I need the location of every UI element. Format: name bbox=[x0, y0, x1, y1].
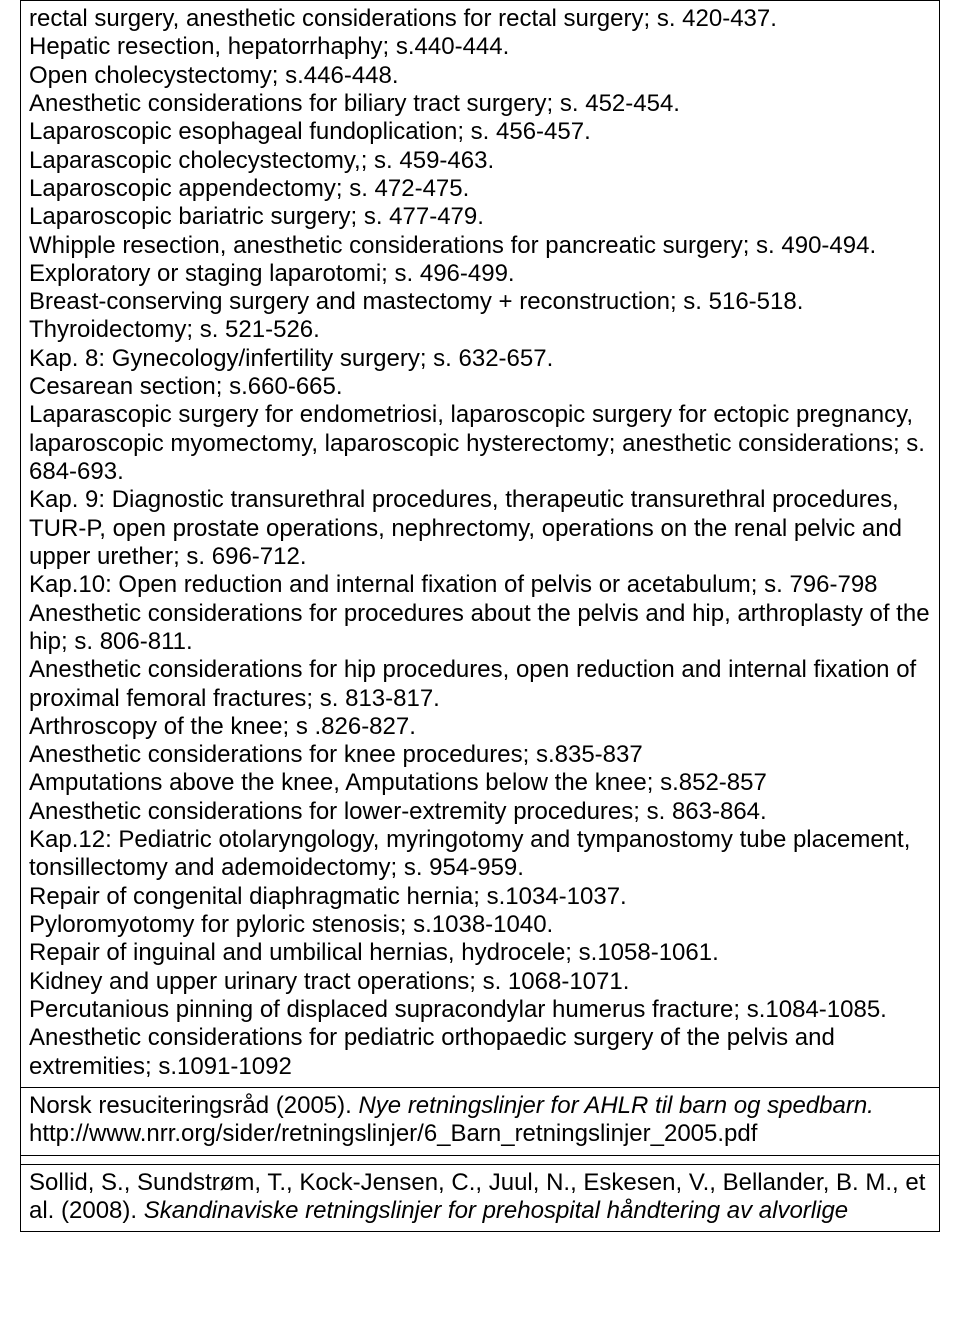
topic-line: Cesarean section; s.660-665. bbox=[29, 373, 931, 401]
topic-line: Repair of inguinal and umbilical hernias… bbox=[29, 939, 931, 967]
document-page: rectal surgery, anesthetic consideration… bbox=[0, 0, 960, 1252]
topic-line: Breast-conserving surgery and mastectomy… bbox=[29, 288, 931, 316]
topic-line: Kap. 9: Diagnostic transurethral procedu… bbox=[29, 486, 931, 571]
cell-reference-sollid: Sollid, S., Sundstrøm, T., Kock-Jensen, … bbox=[21, 1164, 940, 1232]
topic-line: Anesthetic considerations for pediatric … bbox=[29, 1024, 931, 1081]
cell-surgical-topics: rectal surgery, anesthetic consideration… bbox=[21, 1, 940, 1088]
topic-line: Exploratory or staging laparotomi; s. 49… bbox=[29, 260, 931, 288]
topic-line: Thyroidectomy; s. 521-526. bbox=[29, 316, 931, 344]
topic-line: Pyloromyotomy for pyloric stenosis; s.10… bbox=[29, 911, 931, 939]
topic-line: Laparoscopic appendectomy; s. 472-475. bbox=[29, 175, 931, 203]
reference-title: Nye retningslinjer for AHLR til barn og … bbox=[358, 1092, 873, 1119]
content-table: rectal surgery, anesthetic consideration… bbox=[20, 0, 940, 1232]
topic-line: Percutanious pinning of displaced suprac… bbox=[29, 996, 931, 1024]
topic-line: Arthroscopy of the knee; s .826-827. bbox=[29, 713, 931, 741]
topic-line: Kap.12: Pediatric otolaryngology, myring… bbox=[29, 826, 931, 883]
topic-line: Anesthetic considerations for lower-extr… bbox=[29, 798, 931, 826]
cell-reference-nrr: Norsk resuciteringsråd (2005). Nye retni… bbox=[21, 1087, 940, 1155]
topic-line: Laparascopic surgery for endometriosi, l… bbox=[29, 401, 931, 486]
topic-line: Laparoscopic bariatric surgery; s. 477-4… bbox=[29, 203, 931, 231]
reference-title: Skandinaviske retningslinjer for prehosp… bbox=[144, 1197, 848, 1224]
topic-line: Kap.10: Open reduction and internal fixa… bbox=[29, 571, 931, 599]
topic-line: Whipple resection, anesthetic considerat… bbox=[29, 232, 931, 260]
topic-line: Laparascopic cholecystectomy,; s. 459-46… bbox=[29, 147, 931, 175]
topic-line: Kidney and upper urinary tract operation… bbox=[29, 968, 931, 996]
topic-line: Kap. 8: Gynecology/infertility surgery; … bbox=[29, 345, 931, 373]
topic-line: Hepatic resection, hepatorrhaphy; s.440-… bbox=[29, 33, 931, 61]
topic-line: Anesthetic considerations for biliary tr… bbox=[29, 90, 931, 118]
topic-line: Laparoscopic esophageal fundoplication; … bbox=[29, 118, 931, 146]
reference-line: Norsk resuciteringsråd (2005). Nye retni… bbox=[29, 1092, 931, 1120]
topic-line: Amputations above the knee, Amputations … bbox=[29, 769, 931, 797]
topic-line: Anesthetic considerations for procedures… bbox=[29, 600, 931, 657]
topic-line: Anesthetic considerations for hip proced… bbox=[29, 656, 931, 713]
reference-line: Sollid, S., Sundstrøm, T., Kock-Jensen, … bbox=[29, 1169, 931, 1226]
topic-line: Open cholecystectomy; s.446-448. bbox=[29, 62, 931, 90]
topic-line: Repair of congenital diaphragmatic herni… bbox=[29, 883, 931, 911]
cell-empty bbox=[21, 1155, 940, 1164]
topic-line: rectal surgery, anesthetic consideration… bbox=[29, 5, 931, 33]
reference-url: http://www.nrr.org/sider/retningslinjer/… bbox=[29, 1120, 931, 1148]
topic-line: Anesthetic considerations for knee proce… bbox=[29, 741, 931, 769]
reference-prefix: Norsk resuciteringsråd (2005). bbox=[29, 1092, 358, 1119]
